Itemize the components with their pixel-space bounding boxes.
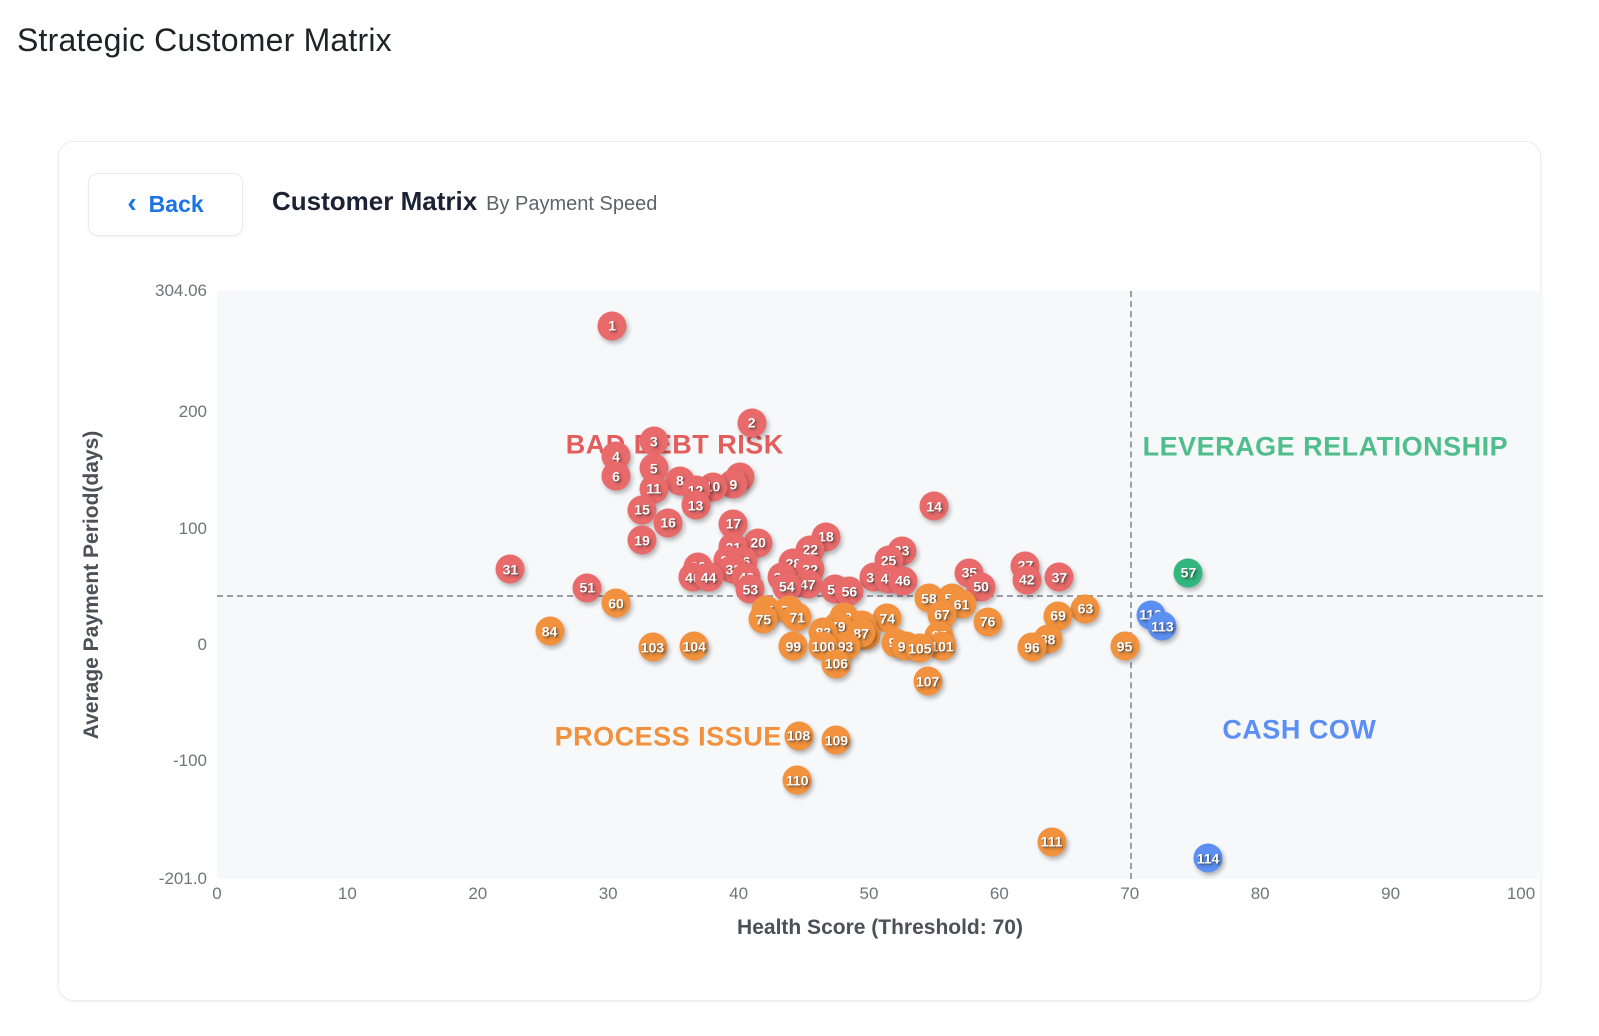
customer-bubble-63[interactable]: 63 (1070, 594, 1100, 624)
customer-bubble-111[interactable]: 111 (1037, 827, 1067, 857)
customer-bubble-103[interactable]: 103 (638, 632, 668, 662)
customer-bubble-104[interactable]: 104 (679, 631, 709, 661)
y-tick-label: 200 (178, 402, 207, 422)
x-tick-label: 0 (212, 884, 222, 903)
customer-bubble-37[interactable]: 37 (1044, 562, 1074, 592)
y-tick-label: 304.06 (155, 281, 207, 300)
customer-bubble-113[interactable]: 113 (1147, 611, 1177, 641)
plot-area: BAD DEBT RISK LEVERAGE RELATIONSHIP PROCES… (217, 291, 1543, 879)
x-axis-title: Health Score (Threshold: 70) (737, 916, 1023, 939)
x-tick-label: 20 (468, 884, 488, 903)
customer-bubble-19[interactable]: 19 (627, 525, 657, 555)
customer-bubble-13[interactable]: 13 (681, 490, 711, 520)
x-tick-label: 10 (337, 884, 357, 903)
chart-subtitle: By Payment Speed (486, 193, 658, 215)
quadrant-label-cash-cow: CASH COW (1222, 714, 1377, 745)
y-threshold-line (217, 594, 1543, 597)
customer-bubble-2[interactable]: 2 (737, 408, 767, 438)
y-tick-label: 100 (178, 518, 207, 538)
customer-bubble-3[interactable]: 3 (639, 426, 669, 456)
customer-bubble-110[interactable]: 110 (782, 765, 812, 795)
customer-bubble-107[interactable]: 107 (913, 666, 943, 696)
customer-bubble-71[interactable]: 71 (782, 602, 812, 632)
chevron-left-icon: ‹ (127, 187, 137, 218)
customer-bubble-50[interactable]: 50 (966, 572, 996, 602)
x-tick-label: 40 (729, 884, 749, 903)
customer-bubble-109[interactable]: 109 (821, 725, 851, 755)
customer-bubble-76[interactable]: 76 (973, 607, 1003, 637)
y-tick-label: 0 (197, 634, 207, 654)
customer-bubble-60[interactable]: 60 (601, 588, 631, 618)
customer-bubble-44[interactable]: 44 (694, 562, 724, 592)
back-button-label: Back (148, 191, 204, 217)
x-tick-label: 90 (1381, 884, 1401, 903)
customer-bubble-95[interactable]: 95 (1110, 631, 1140, 661)
x-tick-label: 50 (859, 884, 879, 903)
x-tick-label: 70 (1120, 884, 1140, 903)
customer-bubble-31[interactable]: 31 (495, 554, 525, 584)
x-tick-label: 60 (989, 884, 1009, 903)
customer-bubble-11[interactable]: 11 (639, 474, 669, 504)
customer-bubble-6[interactable]: 6 (601, 461, 631, 491)
customer-bubble-46[interactable]: 46 (888, 566, 918, 596)
y-axis-title: Average Payment Period(days) (80, 430, 103, 740)
customer-bubble-42[interactable]: 42 (1012, 565, 1042, 595)
customer-bubble-51[interactable]: 51 (572, 573, 602, 603)
x-tick-label: 100 (1506, 884, 1536, 903)
chart-title: Customer Matrix (272, 186, 478, 216)
x-tick-label: 30 (598, 884, 618, 903)
customer-bubble-96[interactable]: 96 (1017, 632, 1047, 662)
back-button[interactable]: ‹ Back (88, 173, 243, 236)
customer-bubble-15[interactable]: 15 (627, 495, 657, 525)
y-tick-label: -201.0 (158, 869, 207, 888)
customer-bubble-106[interactable]: 106 (821, 649, 851, 679)
customer-bubble-1[interactable]: 1 (597, 311, 627, 341)
customer-bubble-57[interactable]: 57 (1173, 558, 1203, 588)
page-title: Strategic Customer Matrix (17, 22, 392, 58)
customer-bubble-56[interactable]: 56 (834, 576, 864, 606)
customer-bubble-99[interactable]: 99 (778, 631, 808, 661)
customer-bubble-14[interactable]: 14 (919, 491, 949, 521)
customer-bubble-75[interactable]: 75 (748, 604, 778, 634)
x-tick-label: 80 (1250, 884, 1270, 903)
customer-bubble-84[interactable]: 84 (535, 616, 565, 646)
customer-bubble-114[interactable]: 114 (1193, 843, 1223, 873)
chart-heading: Customer Matrix By Payment Speed (272, 186, 657, 217)
customer-bubble-105[interactable]: 105 (905, 633, 935, 663)
x-threshold-line (1129, 291, 1132, 879)
customer-bubble-108[interactable]: 108 (784, 721, 814, 751)
quadrant-label-process-issue: PROCESS ISSUE (554, 721, 782, 752)
customer-bubble-16[interactable]: 16 (653, 508, 683, 538)
quadrant-label-leverage-relationship: LEVERAGE RELATIONSHIP (1142, 431, 1509, 462)
y-tick-label: -100 (172, 751, 207, 771)
